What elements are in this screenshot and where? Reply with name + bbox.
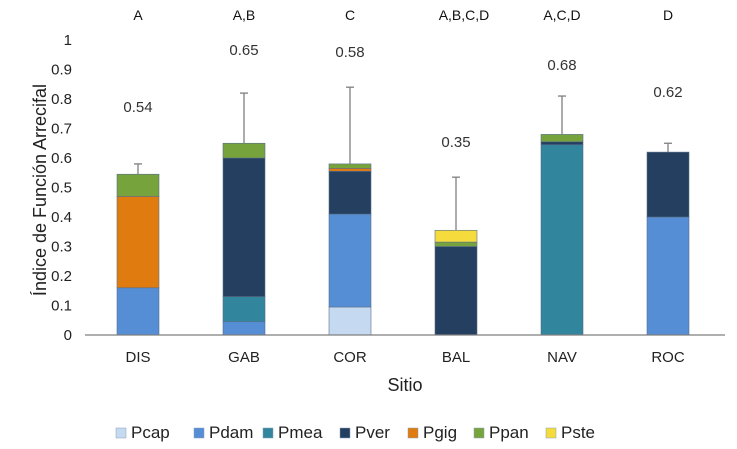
- legend-swatch: [473, 427, 485, 439]
- legend-label: Pste: [561, 423, 595, 442]
- bar-segment-nav-pmea: [540, 144, 584, 336]
- legend-item-pmea: Pmea: [262, 423, 323, 442]
- legend-item-pste: Pste: [545, 423, 595, 442]
- bar-segment-cor-ppan: [328, 163, 372, 169]
- legend-swatch: [115, 427, 127, 439]
- y-axis-title: Índice de Función Arrecifal: [30, 84, 50, 296]
- bars: [116, 134, 690, 336]
- bar-segment-dis-pdam: [116, 287, 160, 336]
- legend-label: Pgig: [423, 423, 457, 442]
- y-tick-label: 0: [64, 327, 72, 344]
- bar-segment-gab-ppan: [222, 142, 266, 159]
- x-tick-label: BAL: [442, 349, 470, 366]
- bar-segment-bal-pver: [434, 246, 478, 336]
- x-tick-label: COR: [333, 349, 367, 366]
- x-axis-tick-labels: DIS GAB COR BAL NAV ROC: [125, 349, 684, 366]
- x-tick-label: ROC: [651, 349, 685, 366]
- legend-item-ppan: Ppan: [473, 423, 529, 442]
- bar-segment-roc-pdam: [646, 216, 690, 336]
- error-bars: [134, 86, 672, 231]
- legend-item-pgig: Pgig: [407, 423, 457, 442]
- bar-segment-cor-pgig: [328, 168, 372, 172]
- legend-item-pcap: Pcap: [115, 423, 170, 442]
- bar-segment-nav-pver: [540, 141, 584, 146]
- group-letter-label: A,B: [233, 7, 256, 23]
- y-tick-label: 0.6: [51, 150, 72, 167]
- bar-segment-roc-pver: [646, 151, 690, 218]
- bar-segment-dis-ppan: [116, 173, 160, 197]
- legend-swatch: [262, 427, 274, 439]
- group-letter-label: A,B,C,D: [439, 7, 490, 23]
- y-tick-label: 0.2: [51, 268, 72, 285]
- value-label: 0.62: [653, 84, 682, 101]
- bar-segment-gab-pmea: [222, 296, 266, 323]
- y-tick-label: 0.3: [51, 239, 72, 256]
- value-label: 0.35: [441, 134, 470, 151]
- legend-label: Pmea: [278, 423, 323, 442]
- y-tick-label: 0.8: [51, 91, 72, 108]
- x-tick-label: DIS: [125, 349, 150, 366]
- x-tick-label: GAB: [228, 349, 260, 366]
- legend-swatch: [339, 427, 351, 439]
- y-tick-label: 0.9: [51, 62, 72, 79]
- x-axis-title: Sitio: [387, 375, 422, 395]
- legend-label: Pver: [355, 423, 390, 442]
- legend-swatch: [407, 427, 419, 439]
- value-label: 0.54: [123, 99, 152, 116]
- legend-item-pver: Pver: [339, 423, 390, 442]
- x-tick-label: NAV: [547, 349, 577, 366]
- bar-segment-cor-pver: [328, 170, 372, 215]
- bar-segment-bal-ppan: [434, 241, 478, 247]
- y-tick-label: 0.1: [51, 298, 72, 315]
- value-label: 0.68: [547, 57, 576, 74]
- legend-label: Pcap: [131, 423, 170, 442]
- legend-label: Pdam: [209, 423, 253, 442]
- value-label: 0.65: [229, 42, 258, 59]
- legend-swatch: [193, 427, 205, 439]
- value-label: 0.58: [335, 44, 364, 61]
- bar-segment-cor-pdam: [328, 213, 372, 308]
- bar-segment-gab-pdam: [222, 321, 266, 336]
- bar-segment-cor-pcap: [328, 306, 372, 336]
- y-axis-ticks: 0 0.1 0.2 0.3 0.4 0.5 0.6 0.7 0.8 0.9 1: [51, 32, 72, 344]
- value-labels: 0.54 0.65 0.58 0.35 0.68 0.62: [123, 42, 682, 151]
- bar-segment-dis-pgig: [116, 196, 160, 289]
- legend: Pcap Pdam Pmea Pver Pgig Ppan Pste: [115, 423, 595, 442]
- group-letter-labels: A A,B C A,B,C,D A,C,D D: [133, 7, 673, 23]
- group-letter-label: D: [663, 7, 673, 23]
- bar-segment-nav-ppan: [540, 134, 584, 143]
- group-letter-label: A,C,D: [543, 7, 580, 23]
- bar-segment-gab-pver: [222, 157, 266, 297]
- bar-segment-bal-pste: [434, 229, 478, 243]
- legend-item-pdam: Pdam: [193, 423, 253, 442]
- group-letter-label: C: [345, 7, 355, 23]
- legend-label: Ppan: [489, 423, 529, 442]
- y-tick-label: 0.5: [51, 180, 72, 197]
- legend-swatch: [545, 427, 557, 439]
- y-tick-label: 0.4: [51, 209, 72, 226]
- y-tick-label: 0.7: [51, 121, 72, 138]
- y-tick-label: 1: [64, 32, 72, 49]
- group-letter-label: A: [133, 7, 143, 23]
